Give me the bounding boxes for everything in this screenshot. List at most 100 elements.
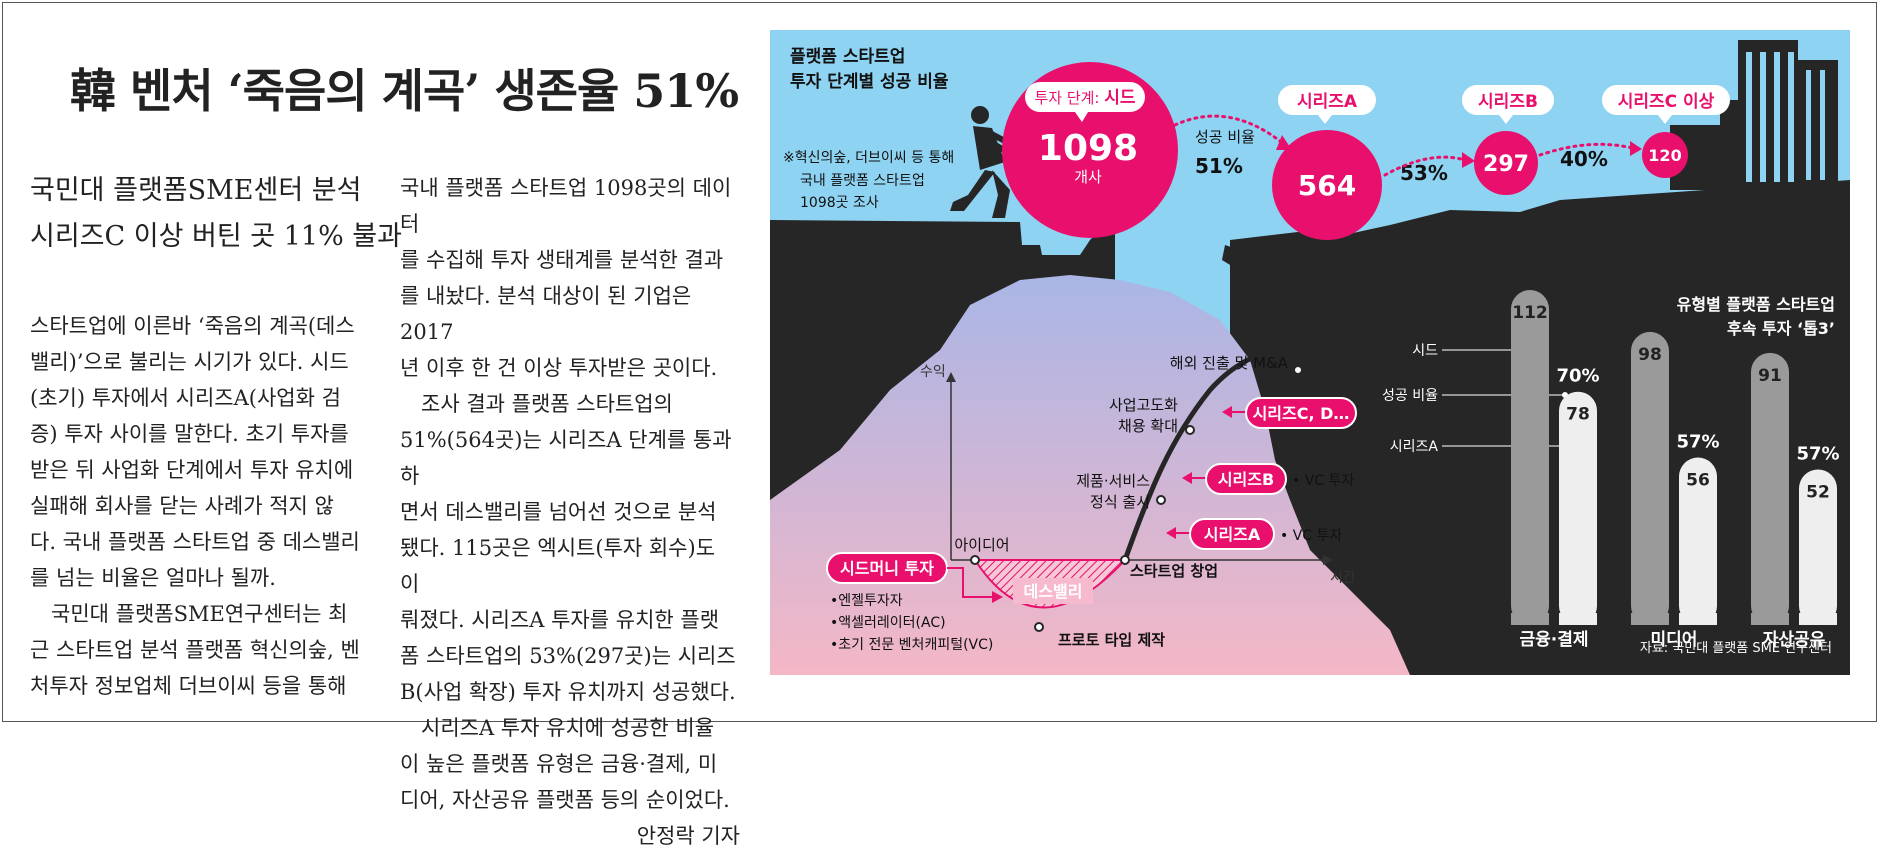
advance-label-line-1: 사업고도화 xyxy=(1109,396,1178,414)
seed-stage-tag xyxy=(1025,82,1145,112)
arrow-head-1 xyxy=(1276,135,1292,150)
bar-series-a xyxy=(1679,457,1717,625)
series-a-tag xyxy=(1278,85,1376,115)
legend-series-a: 시리즈A xyxy=(1390,439,1439,455)
bar-seed-base xyxy=(1631,613,1669,625)
x-axis-label: 시간 xyxy=(1330,570,1356,586)
article-column-1-line: (초기) 투자에서 시리즈A(사업화 검 xyxy=(30,386,341,410)
series-a-rate: 51% xyxy=(1195,154,1243,178)
bar-series-a-base xyxy=(1559,613,1597,625)
falling-rocks-icon xyxy=(1222,245,1270,296)
bar-series-a-label: 52 xyxy=(1806,482,1830,502)
founding-label: 스타트업 창업 xyxy=(1130,562,1218,580)
article-column-2-line: B(사업 확장) 투자 유치까지 성공했다. xyxy=(400,680,736,704)
page-frame xyxy=(2,2,1877,722)
death-valley-label: 데스밸리 xyxy=(1024,582,1083,601)
seed-investor-2: •액셀러레이터(AC) xyxy=(830,615,946,631)
series-a-curve-label: 시리즈A xyxy=(1204,525,1261,544)
death-valley-label-bg xyxy=(1013,578,1093,604)
bar-category-label: 미디어 xyxy=(1651,630,1698,650)
top3-title-line-1: 유형별 플랫폼 스타트업 xyxy=(1677,295,1835,314)
survey-note-line-2: 국내 플랫폼 스타트업 xyxy=(800,173,925,189)
seed-money-connector xyxy=(947,567,992,598)
article-column-1-line: 처투자 정보업체 더브이씨 등을 통해 xyxy=(30,674,347,698)
series-a-tag-label: 시리즈A xyxy=(1297,92,1358,112)
bar-seed-base xyxy=(1511,613,1549,625)
article-column-1-line: 받은 뒤 사업화 단계에서 투자 유치에 xyxy=(30,458,354,482)
infographic-title-line-1: 플랫폼 스타트업 xyxy=(790,47,905,67)
launch-label-line-2: 정식 출시 xyxy=(1090,493,1150,511)
article-column-2-line: 국내 플랫폼 스타트업 1098곳의 데이터 xyxy=(400,176,732,236)
seed-count: 1098 xyxy=(1038,128,1138,169)
article-column-2-line: 를 내놨다. 분석 대상이 된 기업은 2017 xyxy=(400,284,692,344)
series-c-tag xyxy=(1602,85,1730,115)
article-column-2-line: 를 수집해 투자 생태계를 분석한 결과 xyxy=(400,248,724,272)
y-axis-label: 수익 xyxy=(920,364,946,380)
series-a-ball xyxy=(1272,130,1382,240)
stage-arrows xyxy=(1173,114,1634,177)
article-column-1-line: 스타트업에 이른바 ‘죽음의 계곡(데스 xyxy=(30,314,355,338)
bar-seed-label: 98 xyxy=(1638,345,1662,365)
headline: 韓 벤처 ‘죽음의 계곡’ 생존율 51% xyxy=(70,64,739,118)
article-column-2-line: 시리즈A 투자 유치에 성공한 비율 xyxy=(400,716,715,740)
article-column-1-line: 실패해 회사를 닫는 사례가 적지 않 xyxy=(30,494,334,518)
arrow-head-3 xyxy=(1630,141,1642,156)
bar-series-a-label: 78 xyxy=(1566,405,1590,425)
bar-seed-label: 112 xyxy=(1512,303,1548,323)
top3-legend: 시드 성공 비율 시리즈A xyxy=(1382,343,1568,455)
bar-seed-base xyxy=(1751,613,1789,625)
article-column-2-line: 뤄졌다. 시리즈A 투자를 유치한 플랫 xyxy=(400,608,720,632)
article-column-1-line: 를 넘는 비율은 얼마나 될까. xyxy=(30,566,276,590)
article-column-1-line: 다. 국내 플랫폼 스타트업 중 데스밸리 xyxy=(30,530,360,554)
bar-seed-label: 91 xyxy=(1758,366,1782,386)
article-column-1-line: 밸리)’으로 불리는 시기가 있다. 시드 xyxy=(30,350,349,374)
legend-seed: 시드 xyxy=(1412,343,1438,359)
series-b-ball xyxy=(1474,131,1538,195)
bar-seed xyxy=(1751,352,1789,625)
seed-investor-3: •초기 전문 벤처캐피털(VC) xyxy=(830,637,993,653)
series-a-pill: 시리즈A • VC 투자 xyxy=(1166,518,1342,550)
bar-rate-label: 70% xyxy=(1556,366,1599,387)
article-column-2-line: 면서 데스밸리를 넘어선 것으로 분석 xyxy=(400,500,717,524)
series-b-rate: 53% xyxy=(1400,161,1448,185)
advance-label-line-2: 채용 확대 xyxy=(1118,417,1178,435)
seed-investor-1: •엔젤투자자 xyxy=(830,593,903,609)
article-column-2-line: 디어, 자산공유 플랫폼 등의 순이었다. xyxy=(400,788,730,812)
curve-points xyxy=(970,365,1303,632)
series-b-tag-label: 시리즈B xyxy=(1478,92,1538,112)
bar-category-label: 금융·결제 xyxy=(1519,630,1588,650)
series-b-tag xyxy=(1462,85,1554,115)
infographic: 플랫폼 스타트업 투자 단계별 성공 비율 ※혁신의숲, 더브이씨 등 통해 국… xyxy=(770,30,1850,675)
bar-rate-label: 57% xyxy=(1796,443,1839,464)
series-b-curve-label: 시리즈B xyxy=(1218,470,1274,489)
bar-seed xyxy=(1631,331,1669,625)
bar-series-a-base xyxy=(1679,613,1717,625)
series-b-count: 297 xyxy=(1483,152,1529,177)
idea-label: 아이디어 xyxy=(954,536,1009,554)
subheadline-line-2: 시리즈C 이상 버틴 곳 11% 불과 xyxy=(30,221,402,252)
series-a-vc-label: • VC 투자 xyxy=(1280,528,1342,544)
series-b-vc-label: • VC 투자 xyxy=(1292,473,1354,489)
legend-rate: 성공 비율 xyxy=(1382,388,1438,404)
survey-note-line-1: ※혁신의숲, 더브이씨 등 통해 xyxy=(783,150,954,166)
subheadline-line-1: 국민대 플랫폼SME센터 분석 xyxy=(30,175,362,206)
series-c-count: 120 xyxy=(1648,146,1681,165)
series-cd-pill: 시리즈C, D… xyxy=(1222,397,1357,429)
article-column-2-line: 이 높은 플랫폼 유형은 금융·결제, 미 xyxy=(400,752,718,776)
article-column-1-line: 근 스타트업 분석 플랫폼 혁신의숲, 벤 xyxy=(30,638,360,662)
article-column-2-line: 폼 스타트업의 53%(297곳)는 시리즈 xyxy=(400,644,736,668)
seed-unit: 개사 xyxy=(1074,168,1102,186)
top3-title-line-2: 후속 투자 ‘톱3’ xyxy=(1727,319,1835,338)
article-column-2-line: 년 이후 한 건 이상 투자받은 곳이다. xyxy=(400,356,718,380)
survey-note-line-3: 1098곳 조사 xyxy=(800,195,879,211)
growth-curve-line xyxy=(1122,312,1447,561)
article-column-2-line: 됐다. 115곳은 엑시트(투자 회수)도 이 xyxy=(400,536,716,596)
seed-money-label: 시드머니 투자 xyxy=(840,559,934,578)
arrow-head-2 xyxy=(1462,152,1475,168)
bar-series-a xyxy=(1559,391,1597,625)
article-column-2-line: 51%(564곳)는 시리즈A 단계를 통과하 xyxy=(400,428,732,488)
series-cd-label: 시리즈C, D… xyxy=(1253,404,1350,423)
subheadline: 국민대 플랫폼SME센터 분석 시리즈C 이상 버틴 곳 11% 불과 xyxy=(30,168,402,260)
